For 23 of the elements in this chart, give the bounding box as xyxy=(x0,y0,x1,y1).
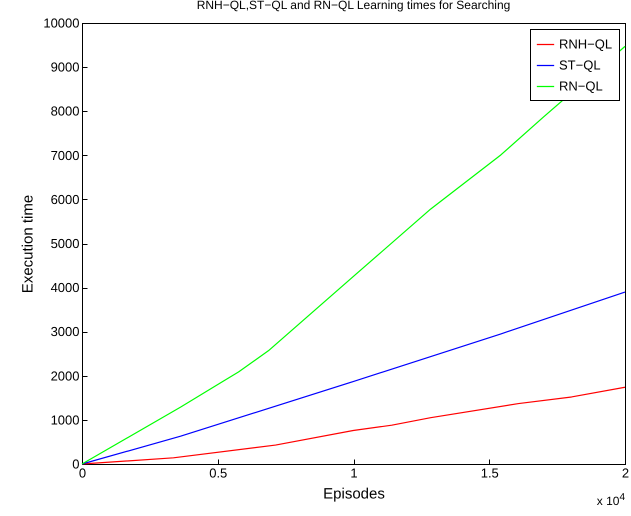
y-tick-label: 4000 xyxy=(50,280,80,296)
y-tick-label: 3000 xyxy=(50,324,80,340)
y-tick-label: 8000 xyxy=(50,104,80,119)
chart-title: RNH−QL,ST−QL and RN−QL Learning times for Searching xyxy=(196,0,510,12)
y-tick-label: 1000 xyxy=(50,412,80,428)
x-tick-label: 2 xyxy=(622,466,630,480)
y-tick-label: 6000 xyxy=(50,192,80,207)
line-series xyxy=(81,386,626,465)
y-tick-label: 5000 xyxy=(50,236,80,251)
y-axis-title: Execution time xyxy=(19,194,36,294)
y-tick-label: 7000 xyxy=(50,148,80,163)
x-tick-label: 1 xyxy=(350,466,358,480)
y-tick-label: 2000 xyxy=(50,368,80,384)
y-tick-label: 9000 xyxy=(50,60,80,75)
y-tick-label: 10000 xyxy=(43,16,80,30)
text: x 10$^{4}$ xyxy=(596,492,625,508)
legend-label: RN−QL xyxy=(559,78,603,94)
x-axis-title: Episodes xyxy=(323,486,385,502)
x-tick-label: 0.5 xyxy=(209,466,228,480)
line-series xyxy=(81,291,626,465)
legend-label: ST−QL xyxy=(559,58,601,72)
legend-label: RNH−QL xyxy=(559,36,612,52)
x-tick-label: 1.5 xyxy=(480,466,499,480)
